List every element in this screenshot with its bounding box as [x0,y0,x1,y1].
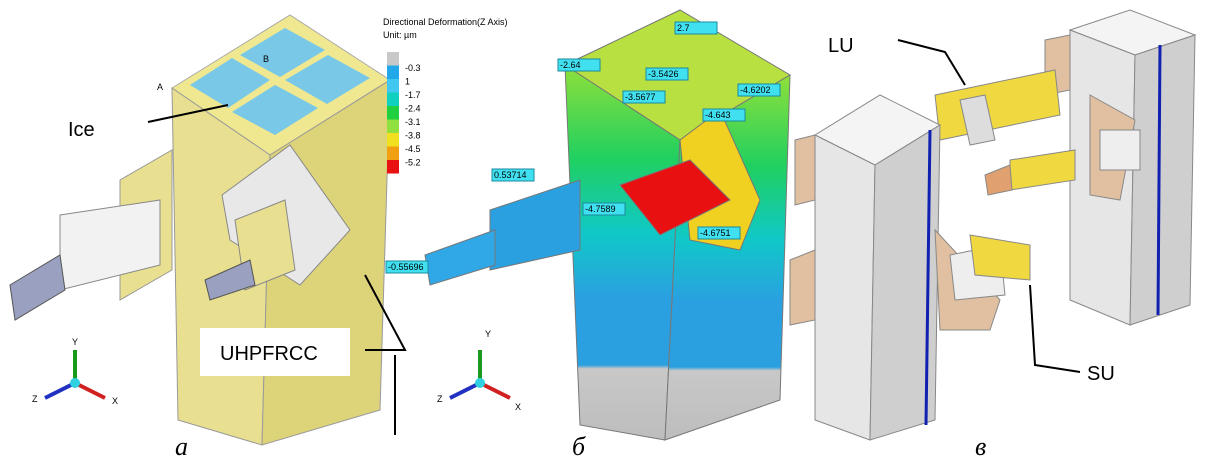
legend-label: -3.1 [405,117,421,127]
caption: а [175,432,188,461]
label-a: A [157,82,163,92]
axis-triad: Y Z X [32,337,118,406]
axis-label: Z [437,394,443,404]
legend-swatch [387,147,399,161]
axis-label: Y [485,329,491,339]
probe-label: -2.64 [560,60,581,70]
panel-b: Directional Deformation(Z Axis) Unit: µm… [383,10,790,461]
legend-swatch [387,93,399,107]
legend-unit: Unit: µm [383,30,417,40]
legend: -0.3 1 -1.7 -2.4 -3.1 -3.8 -4.5 -5.2 [387,52,421,174]
legend-swatch [387,66,399,80]
legend-title: Directional Deformation(Z Axis) [383,17,508,27]
panel-a: A B Ice UHPFRCC Y Z X а [10,15,405,461]
axis-label: Z [32,394,38,404]
legend-swatch [387,133,399,147]
legend-swatch [387,52,399,66]
axis-triad: Y Z X [437,329,521,412]
legend-swatch [387,106,399,120]
probe-label: -4.6751 [700,228,731,238]
legend-label: -4.5 [405,144,421,154]
legend-swatch [387,160,399,174]
caption: б [572,432,586,461]
probe-label: -4.7589 [585,204,616,214]
axis-label: Y [72,337,78,347]
axis-label: X [515,402,521,412]
label-b: B [263,54,269,64]
probe-label: 2.7 [677,23,690,33]
su-label: SU [1087,363,1115,385]
legend-swatch [387,120,399,134]
legend-label: -3.8 [405,131,421,141]
legend-label: 1 [405,77,410,87]
caption: в [975,432,986,461]
probe-label: 0.53714 [494,170,527,180]
ice-label: Ice [68,119,95,141]
legend-label: -5.2 [405,158,421,168]
legend-label: -2.4 [405,104,421,114]
probe-label: -3.5426 [648,69,679,79]
lu-label: LU [828,35,854,57]
figure: A B Ice UHPFRCC Y Z X а Directional Defo… [0,0,1209,463]
probe-label: -4.6202 [740,85,771,95]
probe-label: -4.643 [705,110,731,120]
legend-swatch [387,79,399,93]
probe-label: -0.55696 [388,262,424,272]
panel-c: LU SU в [790,10,1195,461]
legend-label: -0.3 [405,63,421,73]
material-label: UHPFRCC [220,343,318,365]
axis-label: X [112,396,118,406]
arrow [898,40,965,85]
legend-label: -1.7 [405,90,421,100]
probe-label: -3.5677 [625,92,656,102]
